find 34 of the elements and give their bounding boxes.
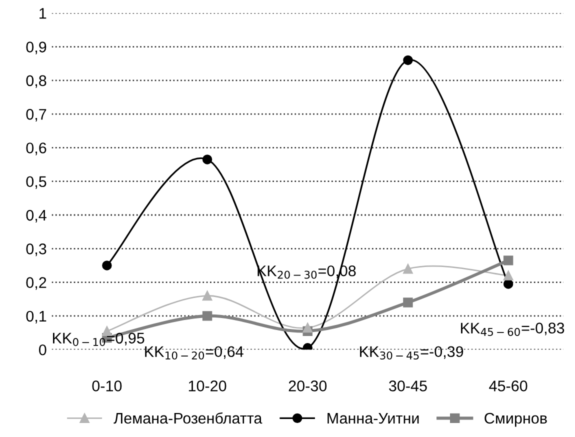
y-tick-label: 0,7 [26, 108, 46, 122]
y-tick-label: 0,9 [26, 42, 46, 54]
point [202, 311, 212, 321]
x-tick-label: 30-45 [389, 380, 427, 392]
y-tick-label: 0,4 [26, 210, 46, 222]
y-tick-label: 1 [40, 8, 46, 19]
annotation: KK$_{10−20}$=0,64 [145, 346, 244, 360]
annotation: KK$_{0−10}$=0,95 [53, 332, 144, 346]
point [202, 290, 212, 301]
y-tick-label: 0 [38, 344, 46, 356]
legend-label: Лемана-Розенблатта [114, 412, 262, 424]
point [102, 260, 112, 270]
point [503, 270, 514, 280]
annotation: KK$_{30−45}$=-0,39 [360, 346, 464, 360]
annotation: KK$_{45−60}$=-0,83 [461, 322, 564, 336]
y-tick-label: 0,8 [26, 75, 46, 88]
y-tick-label: 0,6 [26, 142, 46, 156]
point [503, 279, 514, 289]
y-tick-label: 0,2 [26, 277, 46, 290]
y-tick-label: 0,3 [26, 244, 46, 256]
legend-label: Смирнов [484, 412, 547, 427]
point [302, 322, 312, 333]
point [403, 264, 413, 274]
point [503, 256, 514, 266]
point [403, 298, 413, 308]
x-tick-label: 10-20 [188, 380, 226, 392]
y-tick-label: 0,1 [26, 310, 46, 324]
legend-label: Манна-Уитни [328, 413, 419, 424]
x-tick-label: 0-10 [92, 380, 122, 392]
y-tick-label: 0,5 [26, 176, 46, 189]
x-tick-label: 45-60 [489, 380, 528, 392]
x-tick-label: 20-30 [288, 380, 327, 392]
point [403, 55, 413, 66]
point [202, 154, 212, 164]
